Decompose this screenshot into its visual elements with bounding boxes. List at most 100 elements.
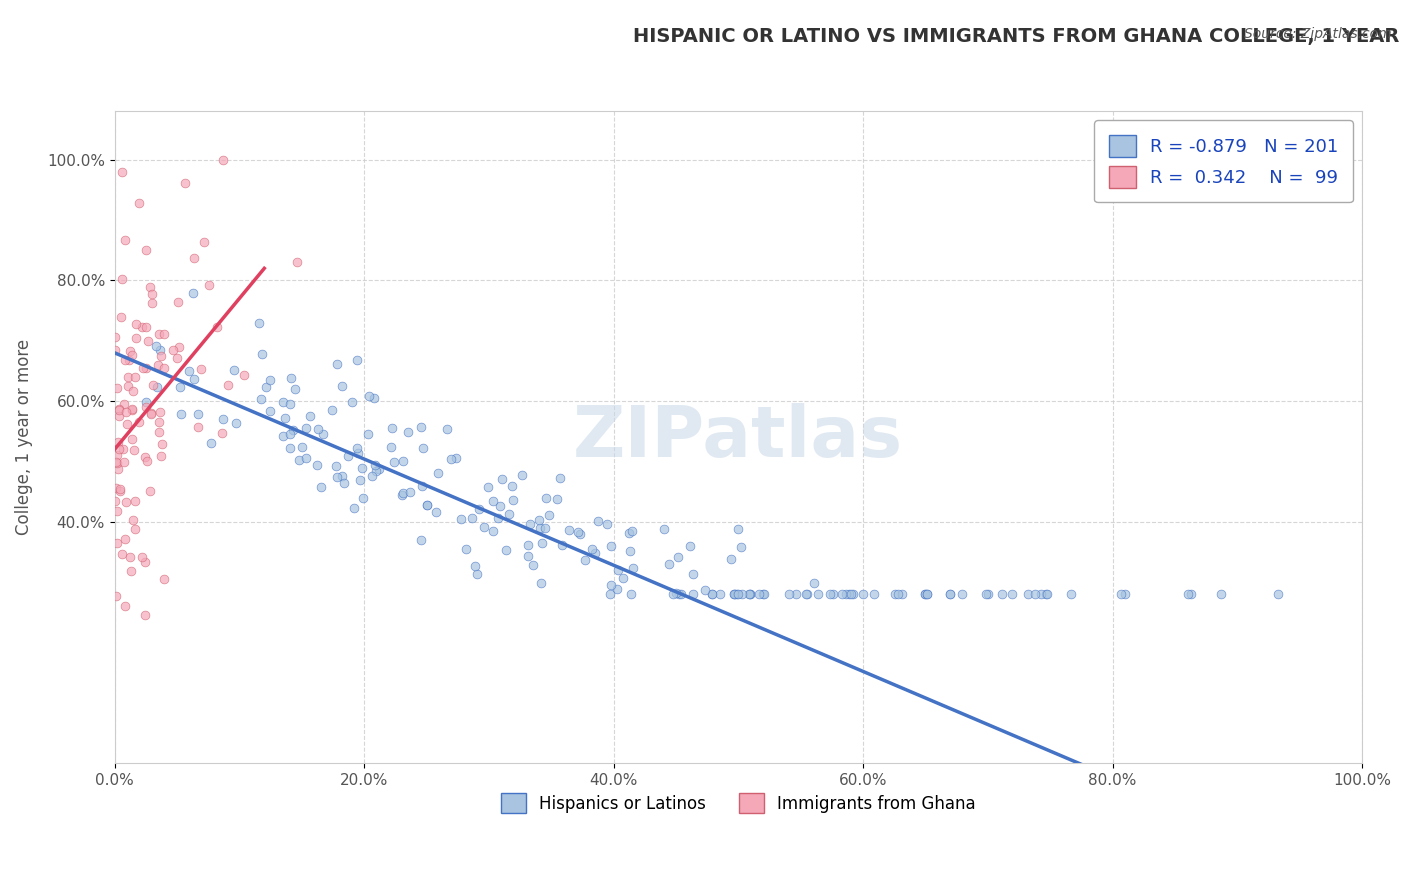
Hispanics or Latinos xyxy=(863,587,886,601)
Immigrants from Ghana xyxy=(146,358,169,372)
Hispanics or Latinos xyxy=(838,587,860,601)
Hispanics or Latinos xyxy=(311,427,333,442)
Hispanics or Latinos xyxy=(727,587,749,601)
Hispanics or Latinos xyxy=(842,587,865,601)
Hispanics or Latinos xyxy=(288,452,311,467)
Hispanics or Latinos xyxy=(384,455,406,469)
Hispanics or Latinos xyxy=(725,587,748,601)
Immigrants from Ghana xyxy=(153,361,176,376)
Hispanics or Latinos xyxy=(295,421,318,435)
Hispanics or Latinos xyxy=(343,501,366,516)
Hispanics or Latinos xyxy=(498,507,520,521)
Immigrants from Ghana xyxy=(115,417,138,432)
Immigrants from Ghana xyxy=(136,334,159,348)
Hispanics or Latinos xyxy=(247,316,270,330)
Hispanics or Latinos xyxy=(352,461,374,475)
Hispanics or Latinos xyxy=(177,364,200,378)
Hispanics or Latinos xyxy=(516,549,538,563)
Hispanics or Latinos xyxy=(831,587,853,601)
Hispanics or Latinos xyxy=(309,480,332,494)
Immigrants from Ghana xyxy=(120,549,142,564)
Hispanics or Latinos xyxy=(364,458,387,472)
Hispanics or Latinos xyxy=(852,587,875,601)
Immigrants from Ghana xyxy=(134,608,156,623)
Immigrants from Ghana xyxy=(139,407,162,421)
Hispanics or Latinos xyxy=(332,475,354,490)
Hispanics or Latinos xyxy=(1177,587,1199,601)
Hispanics or Latinos xyxy=(342,394,364,409)
Immigrants from Ghana xyxy=(110,310,132,324)
Hispanics or Latinos xyxy=(412,441,434,455)
Hispanics or Latinos xyxy=(222,362,245,376)
Hispanics or Latinos xyxy=(149,343,172,358)
Text: HISPANIC OR LATINO VS IMMIGRANTS FROM GHANA COLLEGE, 1 YEAR OR MORE CORRELATION : HISPANIC OR LATINO VS IMMIGRANTS FROM GH… xyxy=(633,27,1406,45)
Hispanics or Latinos xyxy=(346,441,368,455)
Hispanics or Latinos xyxy=(250,392,273,406)
Hispanics or Latinos xyxy=(481,524,503,538)
Immigrants from Ghana xyxy=(108,442,131,456)
Hispanics or Latinos xyxy=(456,541,478,556)
Immigrants from Ghana xyxy=(105,504,128,518)
Hispanics or Latinos xyxy=(415,499,437,513)
Hispanics or Latinos xyxy=(599,587,621,601)
Immigrants from Ghana xyxy=(149,449,172,463)
Hispanics or Latinos xyxy=(135,395,157,409)
Hispanics or Latinos xyxy=(259,373,281,387)
Immigrants from Ghana xyxy=(167,340,190,354)
Immigrants from Ghana xyxy=(128,415,150,429)
Immigrants from Ghana xyxy=(141,287,163,301)
Hispanics or Latinos xyxy=(752,587,775,601)
Hispanics or Latinos xyxy=(411,533,433,548)
Hispanics or Latinos xyxy=(915,587,938,601)
Immigrants from Ghana xyxy=(114,495,136,509)
Immigrants from Ghana xyxy=(173,177,195,191)
Hispanics or Latinos xyxy=(440,451,463,466)
Immigrants from Ghana xyxy=(120,344,142,359)
Hispanics or Latinos xyxy=(346,353,368,368)
Hispanics or Latinos xyxy=(273,411,295,425)
Immigrants from Ghana xyxy=(149,405,172,419)
Immigrants from Ghana xyxy=(125,317,148,331)
Hispanics or Latinos xyxy=(730,587,752,601)
Hispanics or Latinos xyxy=(391,488,413,502)
Hispanics or Latinos xyxy=(1035,587,1057,601)
Immigrants from Ghana xyxy=(104,330,127,344)
Hispanics or Latinos xyxy=(991,587,1014,601)
Immigrants from Ghana xyxy=(132,360,155,375)
Hispanics or Latinos xyxy=(200,435,222,450)
Hispanics or Latinos xyxy=(380,441,402,455)
Hispanics or Latinos xyxy=(1017,587,1039,601)
Hispanics or Latinos xyxy=(330,468,353,483)
Hispanics or Latinos xyxy=(425,505,447,519)
Immigrants from Ghana xyxy=(107,434,129,449)
Immigrants from Ghana xyxy=(124,331,146,345)
Hispanics or Latinos xyxy=(1109,587,1132,601)
Hispanics or Latinos xyxy=(427,467,450,481)
Hispanics or Latinos xyxy=(581,541,603,556)
Immigrants from Ghana xyxy=(124,370,146,384)
Hispanics or Latinos xyxy=(709,587,731,601)
Immigrants from Ghana xyxy=(139,483,162,498)
Hispanics or Latinos xyxy=(738,587,761,601)
Hispanics or Latinos xyxy=(477,480,499,494)
Hispanics or Latinos xyxy=(326,470,349,484)
Hispanics or Latinos xyxy=(682,587,704,601)
Hispanics or Latinos xyxy=(531,535,554,549)
Hispanics or Latinos xyxy=(396,425,419,440)
Hispanics or Latinos xyxy=(557,524,579,538)
Immigrants from Ghana xyxy=(108,401,131,416)
Hispanics or Latinos xyxy=(606,582,628,596)
Immigrants from Ghana xyxy=(167,295,190,310)
Hispanics or Latinos xyxy=(567,525,589,540)
Immigrants from Ghana xyxy=(139,279,162,293)
Hispanics or Latinos xyxy=(700,587,723,601)
Hispanics or Latinos xyxy=(326,357,349,371)
Hispanics or Latinos xyxy=(914,587,936,601)
Hispanics or Latinos xyxy=(917,587,939,601)
Hispanics or Latinos xyxy=(724,587,747,601)
Immigrants from Ghana xyxy=(117,379,139,393)
Immigrants from Ghana xyxy=(105,448,128,462)
Hispanics or Latinos xyxy=(1024,587,1046,601)
Hispanics or Latinos xyxy=(568,526,591,541)
Hispanics or Latinos xyxy=(305,458,328,473)
